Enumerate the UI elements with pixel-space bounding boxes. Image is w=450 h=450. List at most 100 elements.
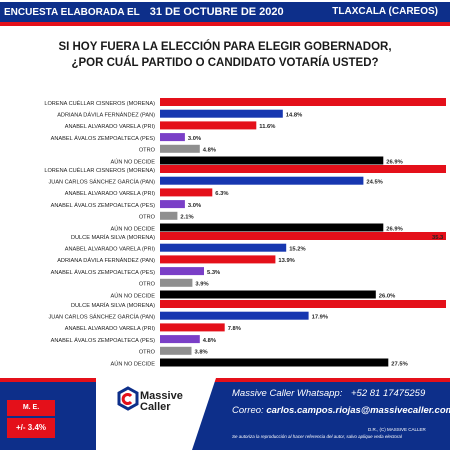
category-label: AÚN NO DECIDE: [111, 292, 156, 299]
logo-panel: Massive Caller: [96, 378, 216, 450]
logo-line-1: Massive: [140, 390, 183, 402]
header-red-stripe: [0, 22, 450, 26]
category-label: OTRO: [139, 282, 156, 288]
bar: [160, 278, 193, 287]
header-banner: ENCUESTA ELABORADA EL 31 DE OCTUBRE DE 20…: [0, 0, 450, 26]
question-line-2: ¿POR CUÁL PARTIDO O CANDIDATO VOTARÍA US…: [71, 57, 379, 69]
email-address[interactable]: carlos.campos.riojas@massivecaller.com: [266, 405, 450, 416]
category-label: LORENA CUÉLLAR CISNEROS (MORENA): [44, 167, 155, 174]
category-label: ANABEL ÁVALOS ZEMPOALTECA (PES): [51, 269, 155, 276]
category-label: OTRO: [139, 148, 156, 154]
value-label: 17.9%: [312, 315, 328, 321]
header-blue-band: [0, 2, 450, 22]
survey-date: 31 DE OCTUBRE DE 2020: [149, 6, 284, 18]
margin-of-error-label: M. E.: [7, 400, 55, 416]
value-label: 13.9%: [278, 258, 294, 264]
logo-line-2: Caller: [140, 401, 171, 413]
question-line-1: SI HOY FUERA LA ELECCIÓN PARA ELEGIR GOB…: [58, 41, 392, 53]
category-label: ADRIANA DÁVILA FERNÁNDEZ (PAN): [57, 257, 155, 264]
category-label: ANABEL ÁVALOS ZEMPOALTECA (PES): [51, 135, 155, 142]
value-label: 3.0%: [188, 136, 201, 142]
reproduction-note: Se autoriza la reproducción al hacer ref…: [232, 434, 402, 439]
logo-text: Massive Caller: [140, 391, 183, 413]
bar: [160, 223, 384, 232]
bar: [160, 243, 287, 252]
category-label: ANABEL ALVARADO VARELA (PRI): [65, 191, 155, 197]
bar: [160, 358, 389, 367]
value-label: 5.3%: [207, 270, 220, 276]
survey-label: ENCUESTA ELABORADA EL: [4, 7, 140, 18]
survey-date-line: ENCUESTA ELABORADA EL 31 DE OCTUBRE DE 20…: [4, 6, 284, 18]
category-label: DULCE MARÍA SILVA (MORENA): [71, 302, 155, 309]
question-title: SI HOY FUERA LA ELECCIÓN PARA ELEGIR GOB…: [0, 39, 450, 71]
chart-1: LORENA CUÉLLAR CISNEROS (MORENA) ADRIANA …: [44, 98, 446, 165]
bar: [160, 346, 192, 355]
bar: [160, 335, 200, 344]
region-label: TLAXCALA (CAREOS): [332, 6, 438, 17]
value-label: 3.9%: [195, 282, 208, 288]
value-label: 6.3%: [215, 191, 228, 197]
bar: [160, 211, 178, 220]
category-label: LORENA CUÉLLAR CISNEROS (MORENA): [44, 100, 155, 107]
bar: [160, 109, 283, 118]
value-label: 27.5%: [391, 361, 407, 367]
bar: [160, 133, 185, 142]
poll-charts: LORENA CUÉLLAR CISNEROS (MORENA) ADRIANA …: [44, 98, 446, 367]
bar: [160, 98, 446, 106]
margin-of-error-value: +/- 3.4%: [7, 418, 55, 438]
bar: [160, 144, 200, 153]
category-label: JUAN CARLOS SÁNCHEZ GARCÍA (PAN): [48, 314, 155, 321]
value-label: 26.9%: [386, 159, 402, 165]
chart-4: DULCE MARÍA SILVA (MORENA) JUAN CARLOS SÁ…: [48, 300, 446, 367]
bar: [160, 255, 276, 264]
category-label: JUAN CARLOS SÁNCHEZ GARCÍA (PAN): [48, 179, 155, 186]
value-label: 2.1%: [180, 215, 193, 221]
bar: [160, 156, 384, 165]
category-label: OTRO: [139, 350, 156, 356]
bar: [160, 188, 213, 197]
value-label: 26.9%: [386, 226, 402, 232]
category-label: AÚN NO DECIDE: [111, 158, 156, 165]
value-label: 24.5%: [366, 180, 382, 186]
bar: [160, 290, 376, 299]
massive-caller-logo-icon: [117, 386, 139, 411]
bar: [160, 121, 257, 130]
whatsapp-label: Massive Caller Whatsapp:: [232, 388, 343, 399]
bar: [160, 300, 446, 308]
value-label: 7.8%: [228, 326, 241, 332]
bar: [160, 165, 446, 173]
category-label: OTRO: [139, 215, 156, 221]
email-contact: Correo: carlos.campos.riojas@massivecall…: [232, 405, 450, 416]
value-label: 15.2%: [289, 247, 305, 253]
whatsapp-number: +52 81 17475259: [351, 388, 426, 399]
category-label: ADRIANA DÁVILA FERNÁNDEZ (PAN): [57, 112, 155, 119]
category-label: ANABEL ALVARADO VARELA (PRI): [65, 326, 155, 332]
category-label: ANABEL ALVARADO VARELA (PRI): [65, 124, 155, 130]
bar: [160, 232, 446, 240]
value-label: 4.8%: [203, 148, 216, 154]
category-label: AÚN NO DECIDE: [111, 360, 156, 367]
value-label: 14.8%: [286, 113, 302, 119]
category-label: ANABEL ALVARADO VARELA (PRI): [65, 247, 155, 253]
rights-notice: D.R., (C) MASSIVE CALLER: [368, 427, 426, 432]
footer-red-stripe: [0, 378, 450, 382]
email-label: Correo:: [232, 405, 264, 416]
value-label: 3.8%: [195, 350, 208, 356]
category-label: AÚN NO DECIDE: [111, 225, 156, 232]
category-label: ANABEL ÁVALOS ZEMPOALTECA (PES): [51, 202, 155, 209]
category-label: DULCE MARÍA SILVA (MORENA): [71, 234, 155, 241]
chart-3: DULCE MARÍA SILVA (MORENA) 35.3 ANABEL ALV…: [51, 232, 446, 299]
bar: [160, 311, 309, 320]
bar: [160, 267, 204, 276]
category-label: ANABEL ÁVALOS ZEMPOALTECA (PES): [51, 337, 155, 344]
bar: [160, 200, 185, 209]
bar: [160, 323, 225, 332]
value-label: 3.0%: [188, 203, 201, 209]
value-label: 26.0%: [379, 293, 395, 299]
bar: [160, 176, 364, 185]
value-label: 4.8%: [203, 338, 216, 344]
margin-of-error-box: M. E. +/- 3.4%: [7, 400, 55, 440]
chart-2: LORENA CUÉLLAR CISNEROS (MORENA) JUAN CAR…: [44, 165, 446, 232]
whatsapp-contact: Massive Caller Whatsapp: +52 81 17475259: [232, 388, 425, 399]
value-label: 11.6%: [259, 124, 275, 130]
